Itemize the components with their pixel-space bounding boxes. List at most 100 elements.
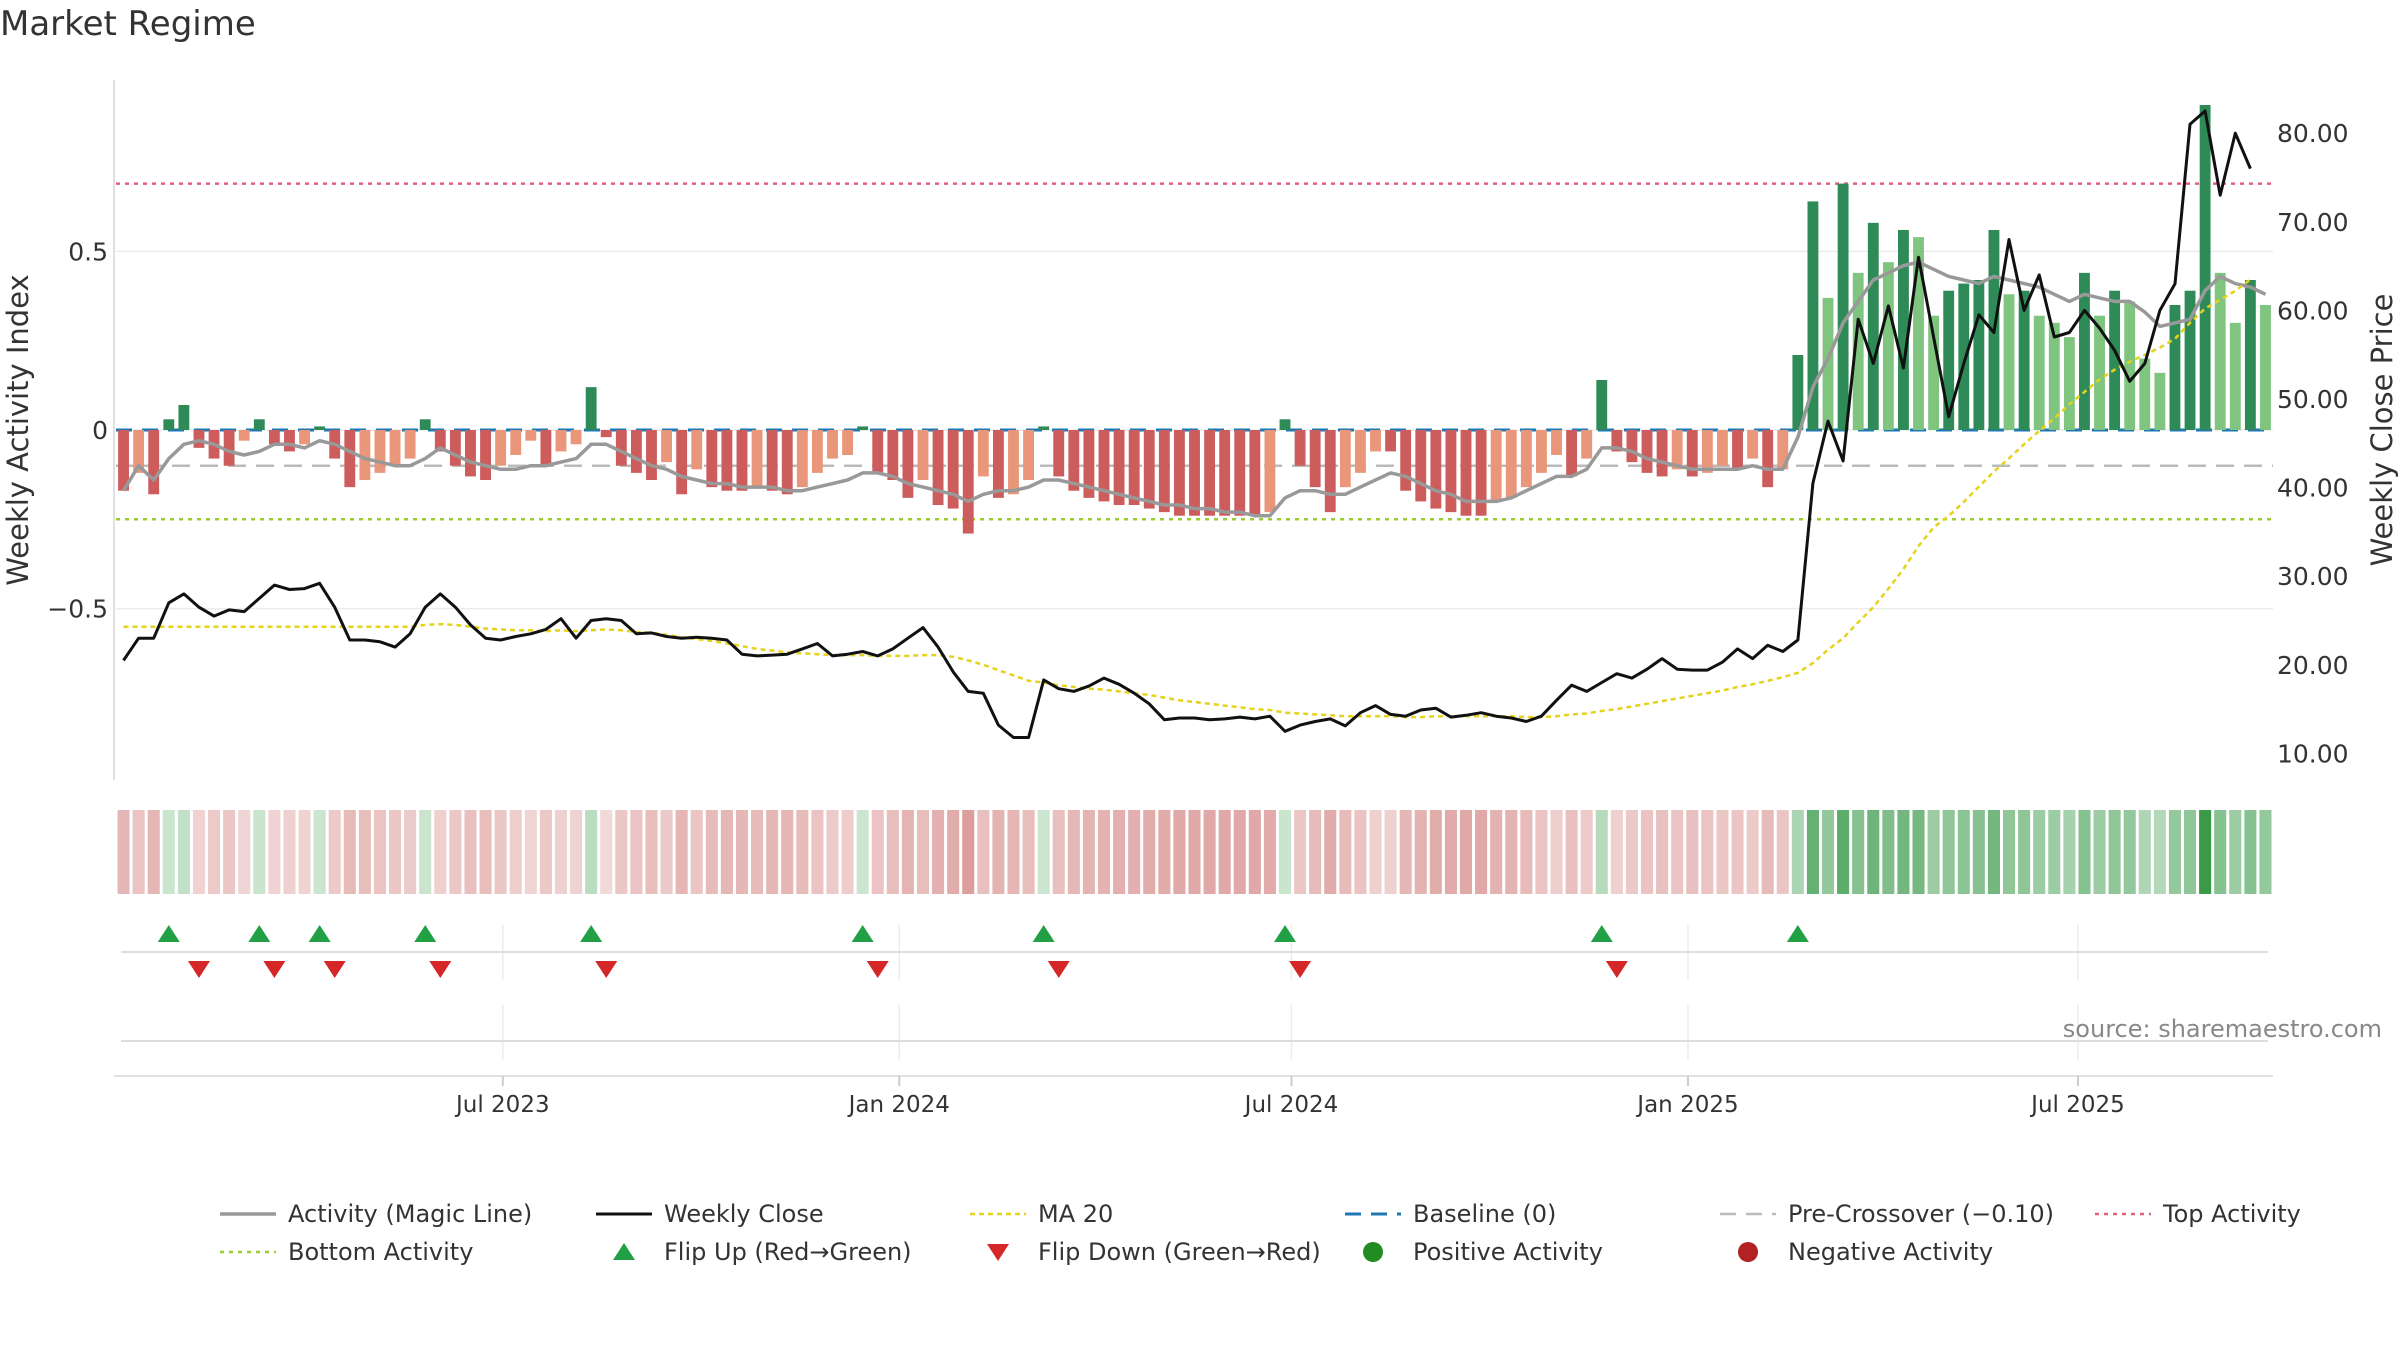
regime-cell	[2168, 810, 2181, 894]
regime-cell	[1294, 810, 1307, 894]
flip-up-marker	[1274, 925, 1297, 942]
regime-cell	[2259, 810, 2272, 894]
activity-bar	[2214, 272, 2226, 430]
regime-cell	[1022, 810, 1035, 894]
x-axis-ticks: Jul 2023 Jan 2024 Jul 2024 Jan 2025 Jul 2025	[114, 1075, 2273, 1118]
regime-cell	[1052, 810, 1065, 894]
regime-cell	[268, 810, 281, 894]
activity-bar	[1566, 430, 1578, 477]
activity-bar	[615, 430, 627, 466]
regime-cell	[1580, 810, 1593, 894]
activity-bar	[163, 419, 175, 430]
activity-bar	[1143, 430, 1155, 509]
activity-bar	[1158, 430, 1170, 513]
regime-cell	[554, 810, 568, 894]
activity-bar	[1430, 430, 1442, 509]
dotted-yellow-line-icon	[970, 1212, 1026, 1216]
regime-cell	[1399, 810, 1412, 894]
activity-bar	[872, 430, 884, 473]
regime-cell	[1957, 810, 1970, 894]
activity-bar	[1279, 419, 1291, 430]
flip-down-marker	[323, 961, 346, 978]
activity-bar	[1264, 430, 1276, 513]
regime-cell	[298, 810, 311, 894]
activity-bar	[1913, 237, 1924, 430]
left-tick-label: 0	[92, 416, 108, 445]
flip-up-marker	[851, 925, 874, 942]
activity-bar	[2169, 305, 2181, 430]
activity-bar	[2199, 105, 2211, 430]
regime-cell	[2002, 810, 2016, 894]
legend-item-baseline: Baseline (0)	[1345, 1200, 1556, 1228]
legend-item-flipdown: Flip Down (Green→Red)	[970, 1238, 1321, 1266]
regime-cell	[690, 810, 703, 894]
activity-bar	[223, 430, 235, 466]
regime-cell	[2184, 810, 2197, 894]
regime-cell	[1278, 810, 1292, 894]
activity-bar	[2033, 315, 2045, 430]
flip-up-marker	[1032, 925, 1055, 942]
activity-bar	[706, 430, 718, 488]
activity-bar	[1807, 201, 1819, 430]
activity-bar	[1596, 380, 1608, 430]
dotted-red-line-icon	[2095, 1212, 2151, 1216]
activity-bar	[1128, 430, 1140, 505]
regime-cell	[2018, 810, 2031, 894]
legend-label: Baseline (0)	[1413, 1200, 1557, 1228]
legend-label: Bottom Activity	[288, 1238, 474, 1266]
right-tick-label: 80.00	[2277, 119, 2349, 148]
legend-label: Top Activity	[2163, 1200, 2301, 1228]
activity-bar	[1038, 426, 1050, 430]
activity-bar	[2124, 301, 2136, 430]
regime-cell	[1791, 810, 1804, 894]
regime-cell	[479, 810, 492, 894]
regime-cell	[2123, 810, 2136, 894]
legend-item-negact: Negative Activity	[1720, 1238, 1993, 1266]
regime-cell	[2199, 810, 2212, 894]
series-lines	[122, 109, 2267, 739]
regime-cell	[1173, 810, 1186, 894]
regime-cell	[751, 810, 764, 894]
activity-bar	[781, 430, 793, 495]
regime-cell	[1248, 810, 1261, 894]
regime-cell	[1912, 810, 1925, 894]
regime-cell	[826, 810, 839, 894]
activity-bar	[947, 430, 959, 509]
legend-label: Weekly Close	[664, 1200, 824, 1228]
activity-bar	[691, 430, 703, 470]
flip-up-marker	[1590, 925, 1613, 942]
regime-cell	[1942, 810, 1955, 894]
regime-cell	[735, 810, 749, 894]
regime-cell	[705, 810, 718, 894]
regime-cell	[147, 810, 160, 894]
regime-cell	[1535, 810, 1548, 894]
activity-bar	[1686, 430, 1698, 477]
activity-bar	[284, 430, 295, 452]
regime-cell	[1233, 810, 1246, 894]
activity-bar	[1792, 355, 1804, 430]
activity-bar	[2094, 315, 2105, 430]
right-tick-label: 70.00	[2277, 208, 2349, 237]
flip-down-marker	[595, 961, 618, 978]
activity-bar	[344, 430, 356, 488]
regime-cell	[1143, 810, 1156, 894]
regime-cell	[1821, 810, 1835, 894]
flip-up-marker	[308, 925, 331, 942]
activity-bar	[525, 430, 537, 441]
activity-bar	[2003, 294, 2015, 430]
regime-cell	[2229, 810, 2242, 894]
activity-bar	[1852, 272, 1864, 430]
weekly-close-line	[122, 109, 2252, 739]
legend-item-close: Weekly Close	[596, 1200, 824, 1228]
activity-bar	[1943, 290, 1955, 430]
regime-cell	[841, 810, 854, 894]
regime-cell	[1625, 810, 1638, 894]
activity-bar	[2079, 272, 2090, 430]
regime-cell	[1610, 810, 1623, 894]
activity-bar	[1385, 430, 1397, 452]
regime-cell	[1444, 810, 1457, 894]
regime-cell	[419, 810, 432, 894]
activity-bar	[238, 430, 250, 441]
activity-bar	[434, 430, 446, 452]
regime-cell	[1113, 810, 1126, 894]
